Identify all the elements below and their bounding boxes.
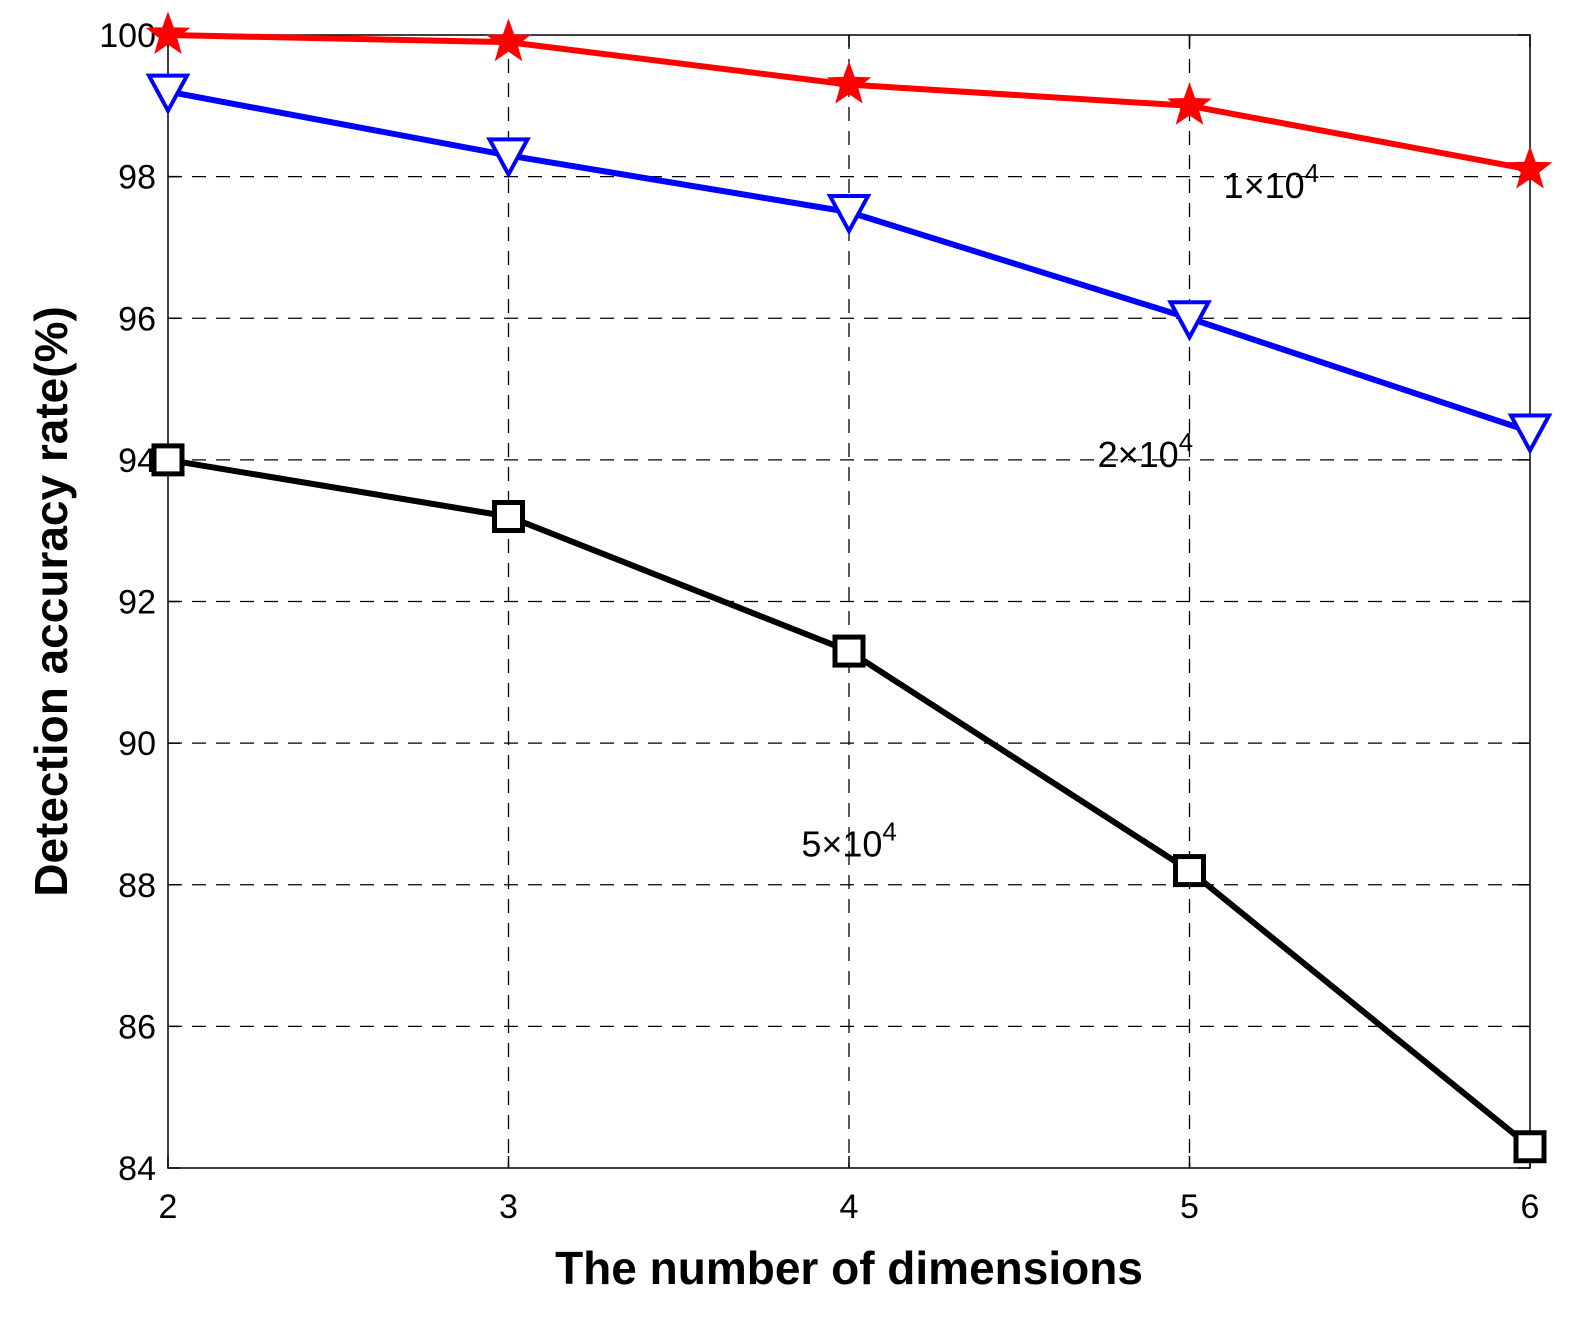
y-tick-label: 94	[118, 442, 156, 480]
axis-ticks: 2 3 4 5 6 84 86 88 90 92 94 96 98 100	[99, 17, 1539, 1226]
data-point-star	[486, 18, 531, 62]
series-1	[145, 11, 1553, 189]
x-tick-label: 5	[1180, 1188, 1199, 1226]
series-annotation: 2×104	[1098, 427, 1194, 475]
data-point-square	[832, 634, 866, 668]
y-tick-label: 86	[118, 1008, 156, 1046]
data-point-star	[1507, 146, 1553, 189]
y-tick-label: 88	[118, 867, 156, 905]
data-point-triangle	[486, 137, 531, 179]
series-annotation: 5×104	[801, 816, 897, 864]
series-line	[167, 32, 1531, 173]
y-tick-label: 90	[118, 725, 156, 763]
y-tick-label: 96	[118, 300, 156, 338]
data-point-triangle	[826, 194, 872, 236]
x-tick-label: 3	[499, 1188, 518, 1226]
data-point-triangle	[1167, 300, 1212, 342]
data-point-square	[492, 500, 525, 534]
data-point-triangle	[1507, 413, 1553, 455]
y-tick-label: 100	[99, 17, 156, 55]
y-tick-label: 98	[118, 159, 156, 197]
data-point-star	[1167, 82, 1212, 125]
x-tick-label: 4	[840, 1188, 859, 1226]
data-point-star	[145, 11, 191, 54]
x-tick-label: 2	[159, 1188, 178, 1226]
y-axis-title: Detection accuracy rate(%)	[25, 306, 77, 897]
series-2	[145, 73, 1553, 455]
data-point-triangle	[145, 73, 191, 115]
y-tick-label: 84	[118, 1150, 156, 1188]
grid-lines	[168, 35, 1530, 1168]
x-tick-label: 6	[1521, 1188, 1540, 1226]
annotations: 1×104 2×104 5×104	[801, 158, 1319, 865]
y-tick-label: 92	[118, 584, 156, 622]
data-point-square	[151, 443, 185, 477]
series-3	[151, 443, 1547, 1164]
data-point-star	[826, 61, 872, 104]
series-group	[145, 11, 1553, 1164]
x-axis-title: The number of dimensions	[555, 1242, 1143, 1294]
series-annotation: 1×104	[1224, 158, 1320, 206]
data-point-square	[1513, 1130, 1547, 1164]
data-point-square	[1173, 854, 1206, 888]
